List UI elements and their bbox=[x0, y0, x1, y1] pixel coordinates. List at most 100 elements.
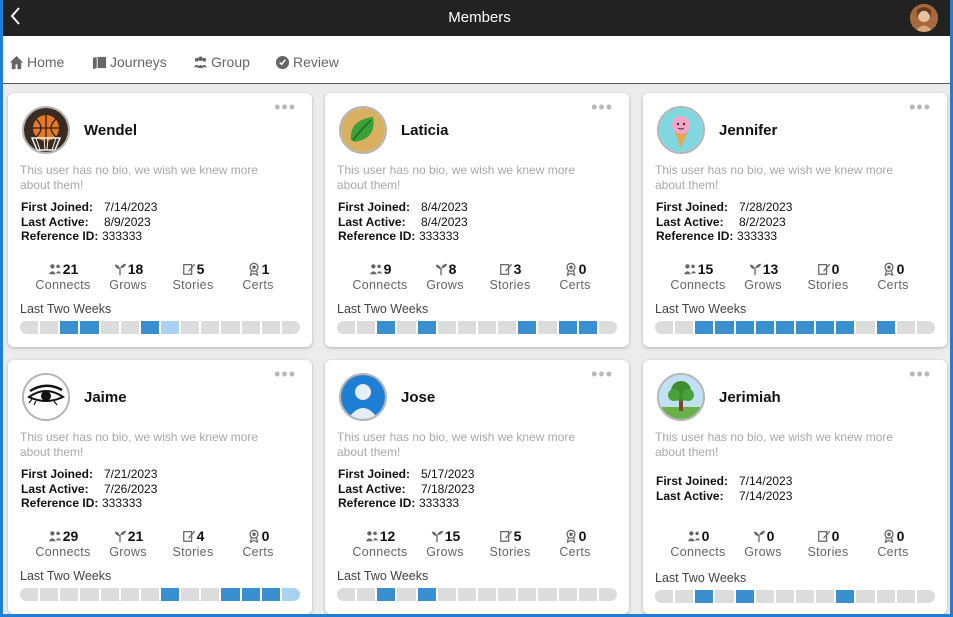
last-active-value: 8/2/2023 bbox=[739, 214, 786, 229]
timeline-day bbox=[876, 321, 895, 334]
member-name[interactable]: Jennifer bbox=[719, 122, 778, 139]
member-card[interactable]: ••• Laticia This user has no bio, we wish … bbox=[325, 93, 629, 347]
stat-certs-value: 0 bbox=[896, 528, 905, 544]
member-avatar bbox=[339, 106, 387, 154]
stat-grows[interactable]: 18 Grows bbox=[93, 260, 163, 292]
more-options-icon[interactable]: ••• bbox=[591, 364, 613, 384]
stat-connects[interactable]: 21 Connects bbox=[28, 260, 98, 292]
member-name[interactable]: Laticia bbox=[401, 122, 449, 139]
member-card[interactable]: ••• Wendel This user has no bio, we wish w… bbox=[8, 93, 312, 347]
stat-connects-value: 29 bbox=[62, 528, 79, 544]
nav-review[interactable]: Review bbox=[275, 52, 339, 72]
stories-icon bbox=[499, 263, 512, 275]
stat-certs[interactable]: 0 Certs bbox=[858, 527, 928, 559]
certs-icon bbox=[566, 262, 576, 276]
connects-icon bbox=[687, 531, 700, 542]
stat-connects[interactable]: 9 Connects bbox=[345, 260, 415, 292]
more-options-icon[interactable]: ••• bbox=[274, 97, 296, 117]
user-avatar[interactable] bbox=[910, 4, 938, 32]
stat-grows[interactable]: 21 Grows bbox=[93, 527, 163, 559]
stat-stories[interactable]: 5 Stories bbox=[158, 260, 228, 292]
member-avatar bbox=[22, 106, 70, 154]
reference-id-value: 333333 bbox=[737, 229, 778, 243]
back-chevron-icon[interactable] bbox=[9, 5, 27, 29]
member-name[interactable]: Wendel bbox=[84, 122, 138, 139]
member-card[interactable]: ••• Jaime This user has no bio, we wish we… bbox=[8, 360, 312, 614]
stat-connects[interactable]: 12 Connects bbox=[345, 527, 415, 559]
member-card[interactable]: ••• Jose This user has no bio, we wish we … bbox=[325, 360, 629, 614]
timeline-day bbox=[100, 321, 119, 334]
stat-connects-value: 12 bbox=[379, 528, 396, 544]
more-options-icon[interactable]: ••• bbox=[274, 364, 296, 384]
nav-group[interactable]: Group bbox=[193, 52, 250, 72]
member-stats: 15 Connects 13 Grows 0 Stories 0 Certs bbox=[643, 260, 947, 296]
stat-grows[interactable]: 0 Grows bbox=[728, 527, 798, 559]
timeline-day bbox=[337, 588, 356, 601]
stat-connects[interactable]: 15 Connects bbox=[663, 260, 733, 292]
more-options-icon[interactable]: ••• bbox=[909, 364, 931, 384]
stat-certs[interactable]: 0 Certs bbox=[223, 527, 293, 559]
timeline-label: Last Two Weeks bbox=[20, 302, 112, 316]
stat-connects-label: Connects bbox=[35, 278, 91, 292]
timeline-day bbox=[735, 590, 754, 603]
stat-grows[interactable]: 8 Grows bbox=[410, 260, 480, 292]
stat-grows[interactable]: 13 Grows bbox=[728, 260, 798, 292]
member-name[interactable]: Jerimiah bbox=[719, 389, 781, 406]
first-joined-value: 7/28/2023 bbox=[739, 200, 793, 214]
more-options-icon[interactable]: ••• bbox=[591, 97, 613, 117]
stat-grows-label: Grows bbox=[426, 278, 464, 292]
timeline-day bbox=[896, 321, 915, 334]
stat-stories[interactable]: 5 Stories bbox=[475, 527, 545, 559]
connects-icon bbox=[683, 264, 696, 275]
review-icon bbox=[275, 55, 290, 69]
timeline-label: Last Two Weeks bbox=[655, 571, 747, 585]
stat-certs[interactable]: 0 Certs bbox=[540, 527, 610, 559]
last-active-value: 7/26/2023 bbox=[104, 481, 158, 496]
stat-stories-value: 0 bbox=[831, 261, 840, 277]
stat-stories-label: Stories bbox=[807, 278, 849, 292]
stat-stories[interactable]: 4 Stories bbox=[158, 527, 228, 559]
timeline-day bbox=[417, 588, 436, 601]
timeline-day bbox=[538, 321, 557, 334]
nav-home[interactable]: Home bbox=[9, 52, 64, 72]
reference-id-value: 333333 bbox=[102, 496, 143, 510]
stat-connects[interactable]: 0 Connects bbox=[663, 527, 733, 559]
nav-journeys[interactable]: Journeys bbox=[92, 52, 167, 72]
grows-icon bbox=[753, 530, 765, 543]
stat-stories-value: 5 bbox=[513, 528, 522, 544]
stat-stories[interactable]: 3 Stories bbox=[475, 260, 545, 292]
timeline-day bbox=[598, 588, 617, 601]
member-name[interactable]: Jaime bbox=[84, 389, 127, 406]
stat-connects[interactable]: 29 Connects bbox=[28, 527, 98, 559]
stat-grows[interactable]: 15 Grows bbox=[410, 527, 480, 559]
timeline-day bbox=[735, 321, 754, 334]
stat-stories[interactable]: 0 Stories bbox=[793, 260, 863, 292]
stat-certs[interactable]: 0 Certs bbox=[540, 260, 610, 292]
stat-certs[interactable]: 0 Certs bbox=[858, 260, 928, 292]
stat-certs[interactable]: 1 Certs bbox=[223, 260, 293, 292]
timeline-day bbox=[856, 590, 875, 603]
member-card[interactable]: ••• Jennifer This user has no bio, we wish… bbox=[643, 93, 947, 347]
member-avatar bbox=[657, 373, 705, 421]
member-name[interactable]: Jose bbox=[401, 389, 436, 406]
timeline-day bbox=[60, 321, 79, 334]
timeline-day bbox=[221, 321, 240, 334]
timeline-label: Last Two Weeks bbox=[655, 302, 747, 316]
member-card[interactable]: ••• Jerimiah This user has no bio, we wish… bbox=[643, 360, 947, 614]
first-joined-label: First Joined: bbox=[338, 467, 411, 481]
timeline-day bbox=[558, 321, 577, 334]
activity-timeline bbox=[337, 588, 617, 601]
last-active-label: Last Active: bbox=[656, 488, 724, 503]
last-active-value: 7/14/2023 bbox=[739, 488, 793, 503]
stat-certs-value: 0 bbox=[261, 528, 270, 544]
timeline-day bbox=[100, 588, 119, 601]
member-stats: 21 Connects 18 Grows 5 Stories 1 Certs bbox=[8, 260, 312, 296]
timeline-day bbox=[836, 321, 855, 334]
certs-icon bbox=[249, 529, 259, 543]
timeline-day bbox=[437, 321, 456, 334]
reference-id-value: 333333 bbox=[419, 496, 460, 510]
more-options-icon[interactable]: ••• bbox=[909, 97, 931, 117]
last-active-label: Last Active: bbox=[338, 481, 406, 496]
timeline-day bbox=[281, 588, 300, 601]
stat-stories[interactable]: 0 Stories bbox=[793, 527, 863, 559]
